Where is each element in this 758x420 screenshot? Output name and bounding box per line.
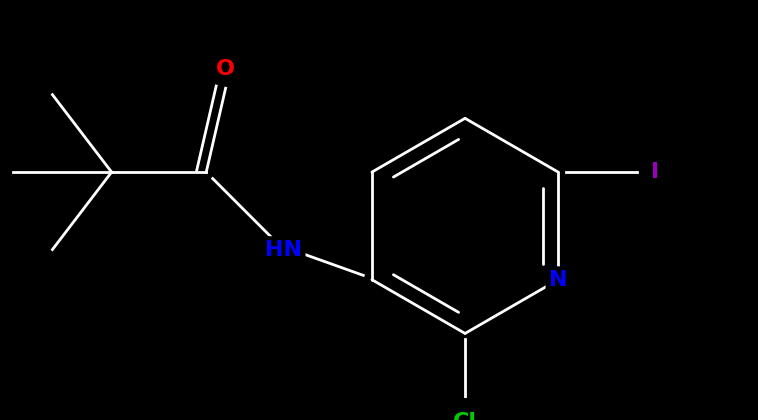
Text: HN: HN bbox=[265, 239, 302, 260]
Text: N: N bbox=[549, 270, 568, 290]
Text: O: O bbox=[216, 59, 235, 79]
Text: I: I bbox=[651, 162, 659, 182]
Text: Cl: Cl bbox=[453, 412, 477, 420]
